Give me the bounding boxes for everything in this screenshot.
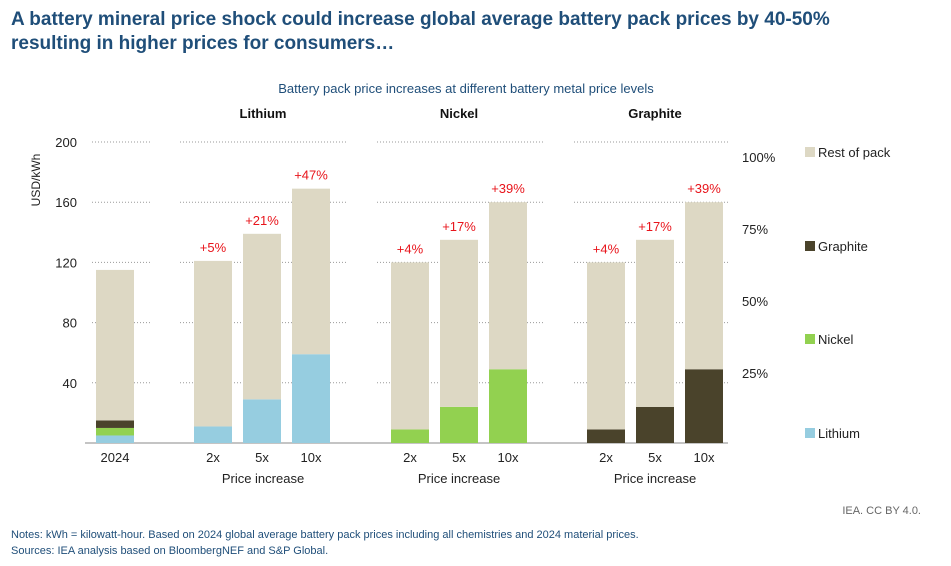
right-axis-tick-label: 100% — [742, 150, 776, 165]
bar-value-label: +39% — [687, 181, 721, 196]
group-title-nickel: Nickel — [440, 106, 478, 121]
legend-swatch-graphite — [805, 241, 815, 251]
right-axis-tick-label: 50% — [742, 294, 768, 309]
x-tick-label: 5x — [452, 450, 466, 465]
bar-segment-nickel — [440, 406, 478, 443]
headline-line-1: A battery mineral price shock could incr… — [11, 9, 830, 30]
right-axis-tick-label: 75% — [742, 222, 768, 237]
bar-value-label: +5% — [200, 240, 227, 255]
bar-segment-graphite — [96, 420, 134, 428]
bar-value-label: +21% — [245, 213, 279, 228]
bar-value-label: +4% — [397, 241, 424, 256]
x-tick-label: 10x — [694, 450, 715, 465]
x-tick-label: 10x — [498, 450, 519, 465]
x-axis-label: Price increase — [614, 471, 696, 486]
y-tick-label: 200 — [55, 135, 77, 150]
y-tick-label: 160 — [55, 195, 77, 210]
y-tick-label: 120 — [55, 255, 77, 270]
bar-segment-rest-of-pack — [96, 269, 134, 421]
legend-label-nickel: Nickel — [818, 332, 854, 347]
bar-value-label: +47% — [294, 168, 328, 183]
headline: A battery mineral price shock could incr… — [11, 8, 931, 56]
bar-segment-rest-of-pack — [391, 262, 429, 430]
chart-subtitle: Battery pack price increases at differen… — [278, 81, 654, 96]
notes: Notes: kWh = kilowatt-hour. Based on 202… — [11, 527, 639, 559]
right-axis-tick-label: 25% — [742, 366, 768, 381]
legend-swatch-nickel — [805, 334, 815, 344]
bar-segment-lithium — [194, 426, 232, 443]
x-axis-label: Price increase — [418, 471, 500, 486]
legend-label-lithium: Lithium — [818, 426, 860, 441]
bar-segment-lithium — [96, 435, 134, 443]
legend-label-graphite: Graphite — [818, 239, 868, 254]
x-tick-label: 2x — [403, 450, 417, 465]
y-tick-label: 80 — [63, 316, 77, 331]
group-title-graphite: Graphite — [628, 106, 681, 121]
headline-line-2: resulting in higher prices for consumers… — [11, 33, 395, 54]
bar-segment-rest-of-pack — [685, 202, 723, 370]
bar-segment-lithium — [243, 399, 281, 443]
bar-segment-graphite — [685, 369, 723, 443]
bar-segment-rest-of-pack — [587, 262, 625, 430]
legend-label-rest-of-pack: Rest of pack — [818, 145, 891, 160]
bar-segment-nickel — [489, 369, 527, 443]
bar-value-label: +17% — [638, 219, 672, 234]
x-axis-label: Price increase — [222, 471, 304, 486]
bar-segment-rest-of-pack — [243, 233, 281, 400]
credit: IEA. CC BY 4.0. — [842, 505, 921, 517]
bar-segment-lithium — [292, 354, 330, 443]
bar-segment-nickel — [96, 427, 134, 436]
y-tick-label: 40 — [63, 376, 77, 391]
bar-segment-nickel — [391, 429, 429, 443]
x-tick-label: 5x — [648, 450, 662, 465]
bar-segment-rest-of-pack — [292, 188, 330, 355]
x-tick-label: 10x — [301, 450, 322, 465]
x-tick-label: 2024 — [101, 450, 130, 465]
bar-segment-rest-of-pack — [440, 239, 478, 407]
legend-swatch-lithium — [805, 428, 815, 438]
bar-value-label: +4% — [593, 241, 620, 256]
x-tick-label: 2x — [599, 450, 613, 465]
bar-segment-rest-of-pack — [636, 239, 674, 407]
bar-value-label: +39% — [491, 181, 525, 196]
legend-swatch-rest-of-pack — [805, 147, 815, 157]
bar-segment-rest-of-pack — [194, 260, 232, 427]
bar-segment-graphite — [587, 429, 625, 443]
notes-line: Notes: kWh = kilowatt-hour. Based on 202… — [11, 529, 639, 541]
y-axis-label: USD/kWh — [29, 154, 43, 207]
x-tick-label: 2x — [206, 450, 220, 465]
bar-value-label: +17% — [442, 219, 476, 234]
bar-segment-graphite — [636, 406, 674, 443]
sources-line: Sources: IEA analysis based on Bloomberg… — [11, 545, 329, 557]
group-title-lithium: Lithium — [240, 106, 287, 121]
x-tick-label: 5x — [255, 450, 269, 465]
bar-segment-rest-of-pack — [489, 202, 527, 370]
